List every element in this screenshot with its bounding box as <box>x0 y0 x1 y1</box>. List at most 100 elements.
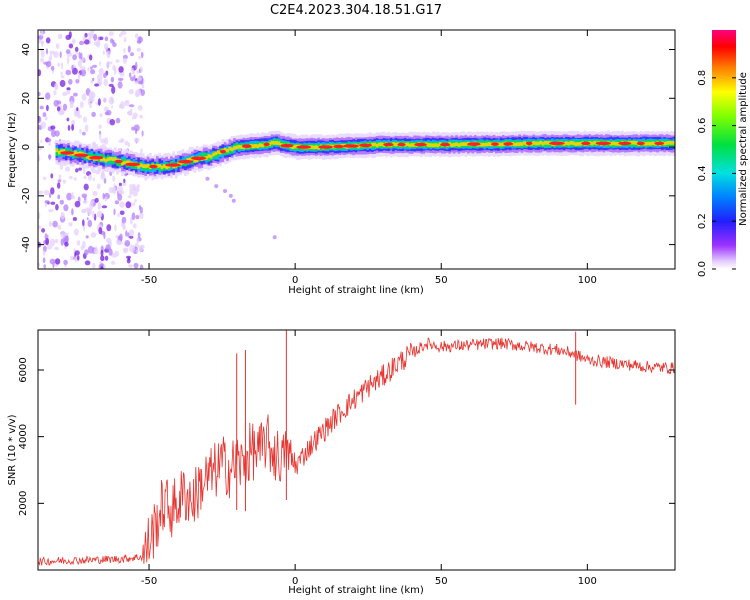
noise-speck <box>137 80 144 85</box>
noise-speck <box>76 240 81 246</box>
noise-speck <box>90 200 95 204</box>
spectrum-band-5 <box>55 148 59 153</box>
spectrum-band-5 <box>114 157 117 161</box>
noise-speck <box>81 93 87 101</box>
noise-speck <box>114 68 117 75</box>
noise-speck <box>103 106 109 112</box>
noise-speck <box>135 61 138 70</box>
spectrum-band-5 <box>165 165 168 170</box>
spectrum-band-5 <box>502 142 505 147</box>
spectrum-band-5 <box>371 142 374 147</box>
noise-speck <box>51 129 56 138</box>
noise-speck <box>40 139 43 143</box>
spectrum-band-5 <box>408 143 412 148</box>
noise-speck <box>132 112 138 118</box>
spectrum-band-5 <box>488 142 491 146</box>
spectrogram-xtick-label: -50 <box>141 275 157 286</box>
noise-speck <box>132 191 139 197</box>
noise-speck <box>118 77 124 81</box>
spectrum-band-5 <box>237 145 241 149</box>
noise-speck <box>114 250 120 257</box>
spectrum-band-5 <box>541 141 545 146</box>
stray-point <box>272 235 277 240</box>
noise-speck <box>58 174 62 180</box>
noise-speck <box>127 45 131 53</box>
spectrum-band-5 <box>611 141 615 146</box>
snr-frame <box>37 329 676 571</box>
noise-speck <box>110 76 115 83</box>
spectrum-band-5 <box>576 142 580 146</box>
stray-point <box>231 198 236 203</box>
noise-speck <box>89 103 92 108</box>
noise-speck <box>87 98 91 106</box>
spectrum-band-5 <box>378 142 381 147</box>
spectrum-band-5 <box>434 143 437 147</box>
spectrum-band-5 <box>532 141 535 145</box>
noise-speck <box>133 262 139 269</box>
spectrum-band-5 <box>228 146 232 151</box>
figure-title: C2E4.2023.304.18.51.G17 <box>270 3 442 18</box>
noise-speck <box>54 130 60 137</box>
snr-xtick-label: 50 <box>435 576 448 587</box>
noise-speck <box>68 78 73 85</box>
noise-speck <box>77 255 80 261</box>
noise-speck <box>129 72 132 78</box>
noise-speck <box>115 59 120 63</box>
noise-speck <box>85 235 89 239</box>
noise-speck <box>42 112 47 118</box>
noise-speck <box>109 96 114 103</box>
noise-speck <box>82 131 86 136</box>
spectrogram-ylabel: Frequency (Hz) <box>7 112 18 188</box>
snr-ytick-label: 6000 <box>18 357 29 382</box>
noise-speck <box>69 100 74 109</box>
spectrum-band-5 <box>668 141 671 145</box>
noise-speck <box>38 116 42 123</box>
noise-speck <box>128 264 133 268</box>
spectrum-peak <box>549 141 565 146</box>
noise-speck <box>103 43 109 50</box>
noise-speck <box>103 72 107 78</box>
noise-speck <box>75 109 81 117</box>
spectrum-peak <box>114 159 123 164</box>
colorbar: 0.0 0.2 0.4 0.6 0.8 Normalized spectral ampl… <box>697 30 749 277</box>
noise-speck <box>108 187 114 194</box>
noise-speck <box>131 212 136 221</box>
noise-speck <box>125 230 128 237</box>
spectrum-band-4 <box>202 152 206 159</box>
noise-speck <box>93 213 97 221</box>
noise-speck <box>137 232 141 239</box>
spectrogram-ytick-label: 0 <box>21 144 32 150</box>
noise-speck <box>98 81 102 86</box>
noise-speck <box>108 83 114 87</box>
noise-speck <box>48 141 51 146</box>
spectrum-band-5 <box>294 144 297 149</box>
noise-speck <box>43 245 47 253</box>
noise-speck <box>48 221 52 227</box>
noise-speck <box>83 183 89 191</box>
noise-speck <box>101 205 108 209</box>
noise-speck <box>42 250 46 256</box>
noise-speck <box>71 124 75 131</box>
noise-speck <box>60 75 65 79</box>
spectrum-band-4 <box>158 164 161 171</box>
noise-speck <box>71 208 74 216</box>
spectrum-peak <box>333 144 344 149</box>
spectrum-peak <box>581 141 591 146</box>
noise-speck <box>83 175 87 180</box>
snr-xtick-label: 100 <box>578 576 597 587</box>
spectrum-band-5 <box>410 143 414 147</box>
noise-speck <box>115 117 121 124</box>
spectrum-peak <box>636 141 645 146</box>
snr-xtick-label: -50 <box>141 576 157 587</box>
spectrum-band-5 <box>111 157 115 161</box>
noise-speck <box>92 64 97 68</box>
noise-speck <box>136 238 140 244</box>
spectrogram-xtick-label: 50 <box>435 275 448 286</box>
noise-speck <box>104 36 109 42</box>
spectrum-band-5 <box>483 142 486 147</box>
noise-speck <box>54 246 60 251</box>
spectrum-band-5 <box>429 143 433 147</box>
noise-speck <box>114 200 120 205</box>
spectrogram-ticks: -50 0 50 100 -40 -20 0 20 40 <box>21 30 675 286</box>
noise-speck <box>50 65 55 71</box>
